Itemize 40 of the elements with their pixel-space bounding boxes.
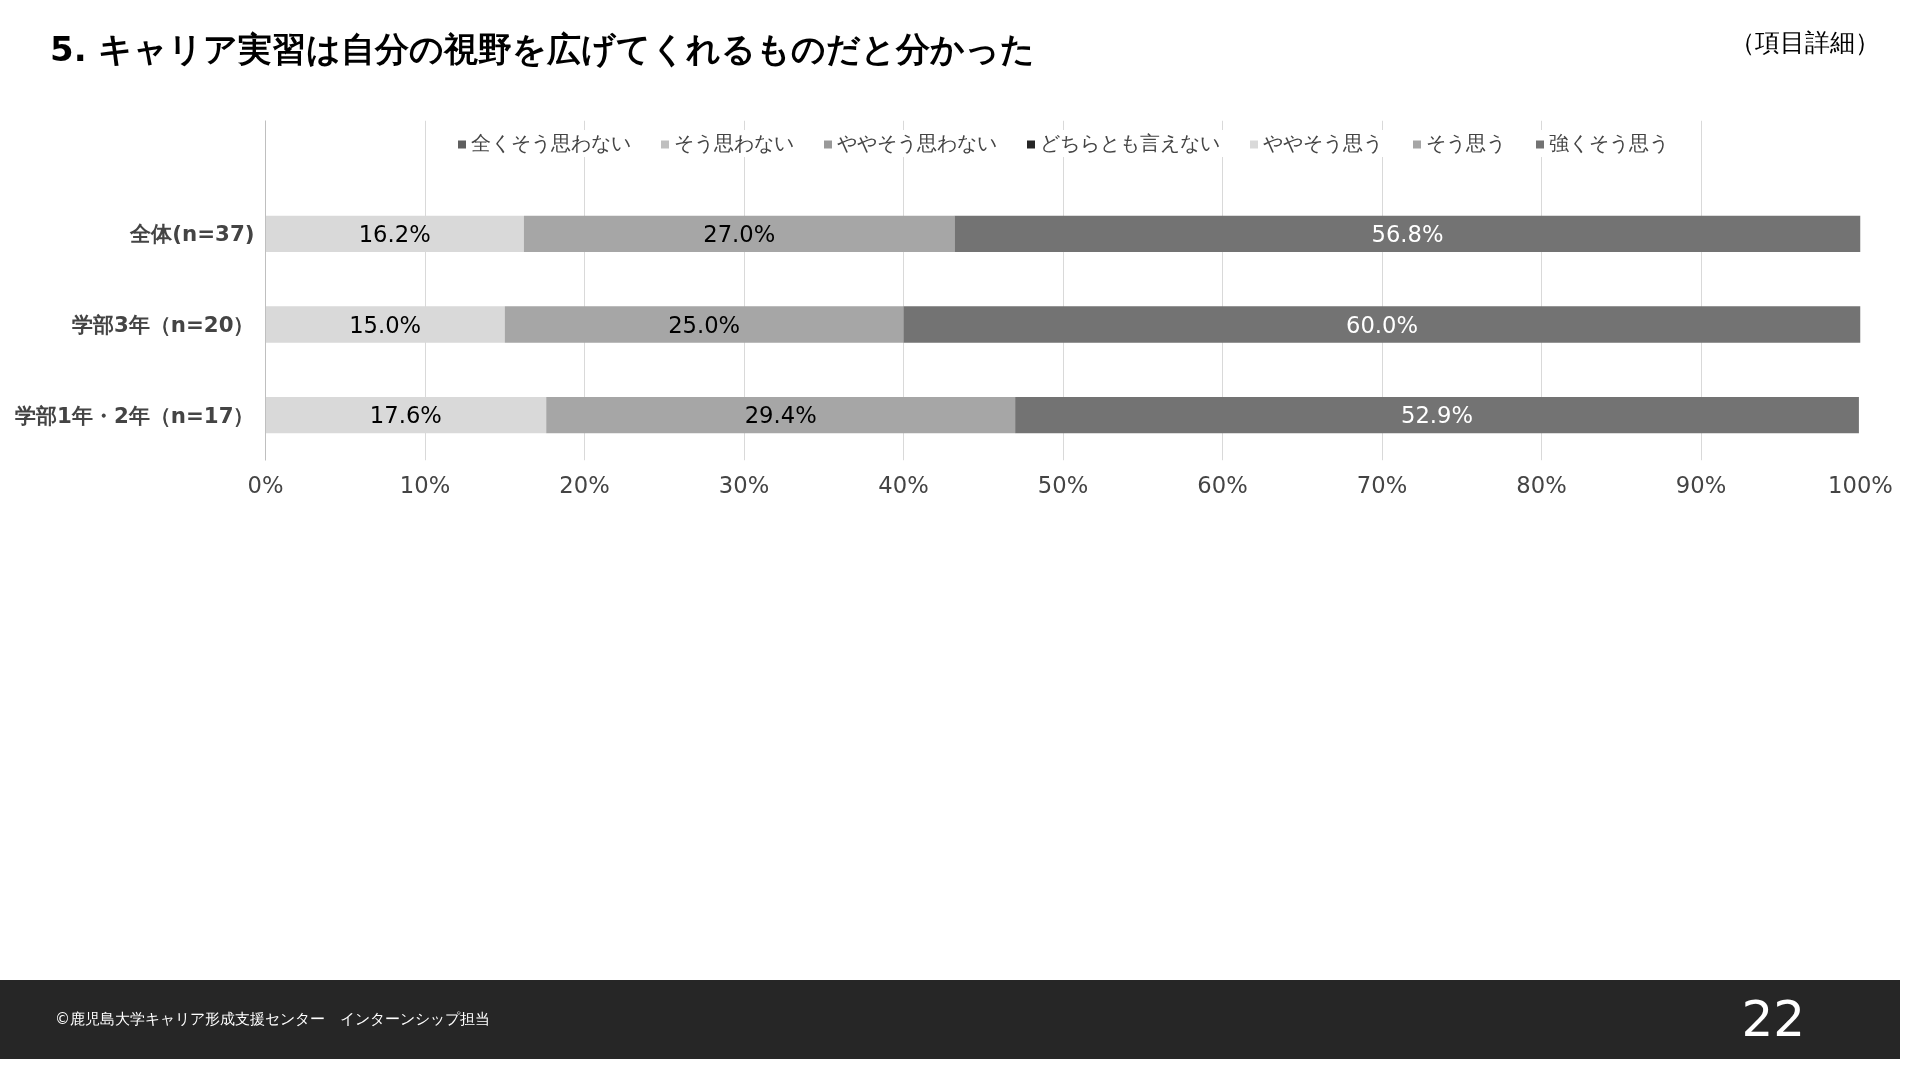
data-label: 16.2% (358, 220, 431, 247)
chart-title: 5. キャリア実習は自分の視野を広げてくれるものだと分かった (50, 28, 1036, 71)
bar (504, 306, 904, 343)
chart-subtitle: （項目詳細） (1730, 27, 1880, 59)
x-tick-label: 0% (247, 471, 284, 498)
x-tick-label: 70% (1356, 471, 1408, 498)
bar (1015, 397, 1859, 434)
y-tick-label: 全体(n=37) (129, 221, 255, 247)
x-tick-label: 80% (1516, 471, 1567, 498)
bar (523, 215, 955, 252)
x-tick-label: 20% (559, 471, 610, 498)
legend-label: ややそう思わない (837, 130, 997, 157)
data-label: 15.0% (349, 311, 422, 338)
data-label: 52.9% (1401, 402, 1474, 429)
bar (954, 215, 1861, 252)
data-label: 29.4% (744, 402, 817, 429)
bar (903, 306, 1861, 343)
x-tick-label: 100% (1828, 471, 1893, 498)
legend-label: 全くそう思わない (471, 130, 631, 157)
x-tick-label: 30% (718, 471, 770, 498)
data-label: 56.8% (1371, 220, 1444, 247)
bar (546, 397, 1016, 434)
x-tick-label: 60% (1197, 471, 1248, 498)
x-tick-label: 10% (399, 471, 451, 498)
text: 22 (1741, 988, 1805, 1050)
data-label: 60.0% (1346, 311, 1418, 338)
x-tick-label: 90% (1675, 471, 1727, 498)
legend-label: そう思う (1426, 130, 1506, 157)
legend-label: どちらとも言えない (1040, 130, 1220, 157)
legend-label: そう思わない (674, 130, 794, 157)
y-tick-label: 学部1年・2年（n=17） (15, 402, 255, 428)
data-label: 25.0% (668, 311, 741, 338)
x-tick-label: 40% (878, 471, 929, 498)
y-tick-label: 学部3年（n=20） (71, 312, 255, 337)
legend-label: 強くそう思う (1549, 130, 1669, 157)
legend-label: ややそう思う (1263, 130, 1383, 157)
text: ©鹿児島大学キャリア形成支援センター インターンシップ担当 (55, 1008, 490, 1030)
data-label: 17.6% (369, 402, 442, 429)
data-label: 27.0% (703, 220, 776, 247)
x-tick-label: 50% (1037, 471, 1089, 498)
